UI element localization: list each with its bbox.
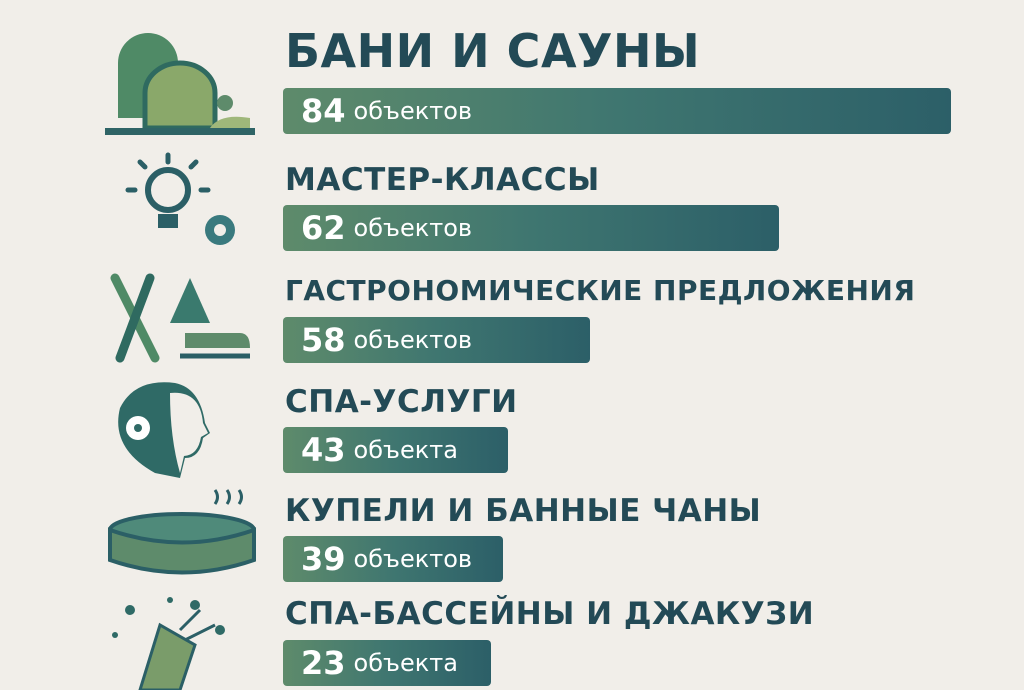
sauna-icon [105, 33, 255, 135]
bar-value: 62 [301, 209, 346, 247]
category-title: КУПЕЛИ И БАННЫЕ ЧАНЫ [285, 493, 762, 529]
bar-unit: объектов [353, 326, 473, 354]
category-title: СПА-БАССЕЙНЫ И ДЖАКУЗИ [285, 596, 815, 632]
category-title: БАНИ И САУНЫ [285, 24, 701, 78]
bar-unit: объекта [353, 436, 458, 464]
category-title: МАСТЕР-КЛАССЫ [285, 162, 600, 198]
category-title: СПА-УСЛУГИ [285, 384, 518, 420]
woman-flower-icon [118, 382, 210, 478]
bar-value: 84 [301, 92, 346, 130]
bar: 58 объектов [283, 317, 590, 363]
bar: 62 объектов [283, 205, 779, 251]
bar: 84 объектов [283, 88, 951, 134]
skis-sled-icon [110, 273, 250, 363]
bar-unit: объектов [353, 545, 473, 573]
bar: 23 объекта [283, 640, 491, 686]
bar-value: 23 [301, 644, 346, 682]
bar-unit: объектов [353, 97, 473, 125]
bar-unit: объекта [353, 649, 458, 677]
bar-unit: объектов [353, 214, 473, 242]
bar-value: 43 [301, 431, 346, 469]
party-popper-icon [112, 597, 225, 690]
lightbulb-gear-icon [125, 152, 235, 245]
category-title: ГАСТРОНОМИЧЕСКИЕ ПРЕДЛОЖЕНИЯ [285, 274, 916, 307]
bar: 43 объекта [283, 427, 508, 473]
bar-value: 39 [301, 540, 346, 578]
bar-value: 58 [301, 321, 346, 359]
hot-tub-icon [108, 489, 256, 575]
bar: 39 объектов [283, 536, 503, 582]
